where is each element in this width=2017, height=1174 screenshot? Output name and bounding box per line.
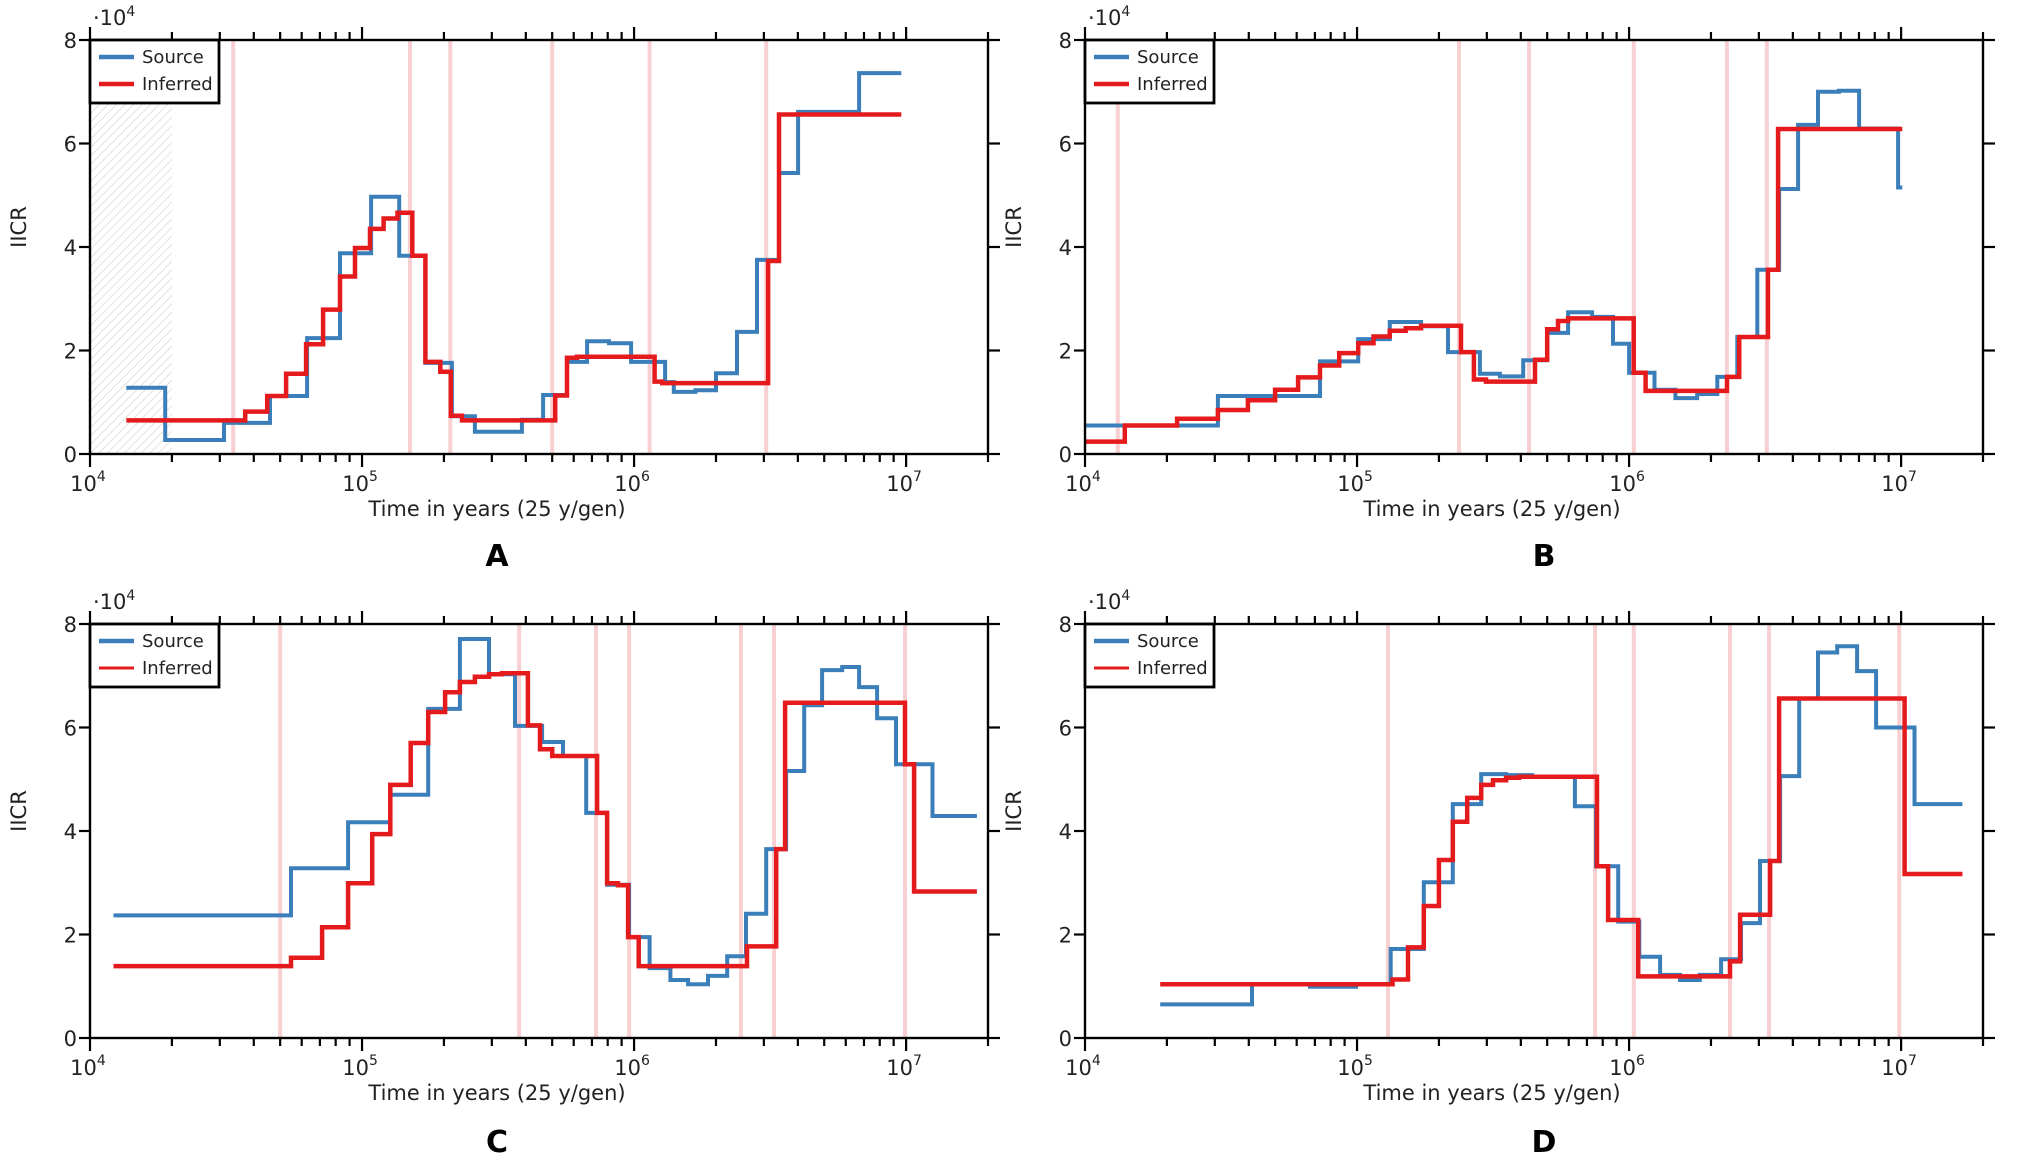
y-tick-label: 8 (64, 29, 77, 53)
x-tick-label: 104 (70, 469, 106, 496)
x-tick-label: 104 (1065, 469, 1101, 496)
x-axis-label: Time in years (25 y/gen) (1362, 1081, 1620, 1105)
legend-label-source: Source (142, 47, 204, 68)
y-tick-label: 0 (1059, 1027, 1072, 1051)
y-multiplier-label: ·104 (1088, 588, 1130, 614)
x-tick-label: 105 (1337, 1053, 1373, 1080)
x-tick-label: 107 (886, 469, 922, 496)
y-axis-label: IICR (7, 206, 31, 248)
y-tick-label: 6 (1059, 717, 1072, 741)
series-source (113, 637, 977, 987)
x-tick-label: 104 (70, 1053, 106, 1080)
y-tick-label: 0 (64, 443, 77, 467)
y-tick-label: 2 (1059, 340, 1072, 364)
y-tick-label: 8 (1059, 29, 1072, 53)
series-inferred (1085, 126, 1903, 444)
series-inferred (1160, 696, 1963, 987)
x-tick-label: 106 (614, 1053, 650, 1080)
y-tick-label: 4 (64, 820, 77, 844)
plot-frame (1083, 38, 1985, 456)
x-axis-label: Time in years (25 y/gen) (1362, 497, 1620, 521)
y-multiplier-label: ·104 (93, 588, 135, 614)
x-tick-label: 105 (1337, 469, 1373, 496)
y-tick-label: 4 (1059, 236, 1072, 260)
legend-label-source: Source (142, 631, 204, 652)
x-tick-label: 106 (1609, 1053, 1645, 1080)
panel-a: 0 2 4 6 8 104 105 106 107 ·104 Time in years (25 y… (7, 4, 1000, 574)
x-tick-label: 106 (614, 469, 650, 496)
legend: Source Inferred (88, 622, 221, 689)
y-tick-label: 6 (64, 717, 77, 741)
panel-letter: C (486, 1125, 508, 1160)
x-tick-label: 107 (886, 1053, 922, 1080)
y-multiplier-label: ·104 (1088, 4, 1130, 30)
y-axis-label: IICR (1002, 206, 1026, 248)
y-axis-label: IICR (7, 790, 31, 832)
legend-box (1083, 38, 1216, 105)
x-tick-label: 107 (1881, 1053, 1917, 1080)
panel-letter: D (1532, 1125, 1557, 1160)
series-source (126, 71, 902, 442)
y-tick-label: 6 (1059, 133, 1072, 157)
legend: Source Inferred (88, 38, 221, 105)
legend-label-inferred: Inferred (1137, 74, 1208, 95)
y-tick-label: 2 (64, 340, 77, 364)
legend-label-inferred: Inferred (142, 74, 213, 95)
legend: Source Inferred (1083, 38, 1216, 105)
y-tick-label: 4 (64, 236, 77, 260)
x-axis-label: Time in years (25 y/gen) (367, 497, 625, 521)
series-source (1085, 88, 1903, 428)
y-tick-label: 8 (64, 613, 77, 637)
legend-label-inferred: Inferred (142, 658, 213, 679)
legend: Source Inferred (1083, 622, 1216, 689)
panel-b: 0 2 4 6 8 104 105 106 107 ·104 Time in years (25 y… (1002, 4, 1995, 574)
y-tick-label: 8 (1059, 613, 1072, 637)
y-multiplier-label: ·104 (93, 4, 135, 30)
x-tick-label: 106 (1609, 469, 1645, 496)
y-tick-label: 6 (64, 133, 77, 157)
y-tick-label: 2 (1059, 924, 1072, 948)
legend-label-inferred: Inferred (1137, 658, 1208, 679)
legend-label-source: Source (1137, 631, 1199, 652)
y-axis-label: IICR (1002, 790, 1026, 832)
x-tick-label: 105 (342, 469, 378, 496)
y-tick-label: 0 (1059, 443, 1072, 467)
legend-box (1083, 622, 1216, 689)
hatched-region (90, 103, 172, 454)
plot-frame (88, 38, 990, 456)
plot-frame (1083, 622, 1985, 1040)
series-inferred (126, 112, 902, 423)
legend-box (88, 622, 221, 689)
x-tick-label: 105 (342, 1053, 378, 1080)
panel-letter: B (1533, 539, 1556, 574)
x-axis-label: Time in years (25 y/gen) (367, 1081, 625, 1105)
legend-box (88, 38, 221, 105)
panel-letter: A (485, 539, 509, 574)
y-tick-label: 4 (1059, 820, 1072, 844)
legend-label-source: Source (1137, 47, 1199, 68)
series-inferred (113, 670, 977, 969)
x-tick-label: 107 (1881, 469, 1917, 496)
panel-d: 0 2 4 6 8 104 105 106 107 ·104 Time in years (25 y… (1002, 588, 1995, 1160)
y-tick-label: 2 (64, 924, 77, 948)
panel-c: 0 2 4 6 8 104 105 106 107 ·104 Time in years (25 y… (7, 588, 1000, 1160)
plot-frame (88, 622, 990, 1040)
y-tick-label: 0 (64, 1027, 77, 1051)
x-tick-label: 104 (1065, 1053, 1101, 1080)
